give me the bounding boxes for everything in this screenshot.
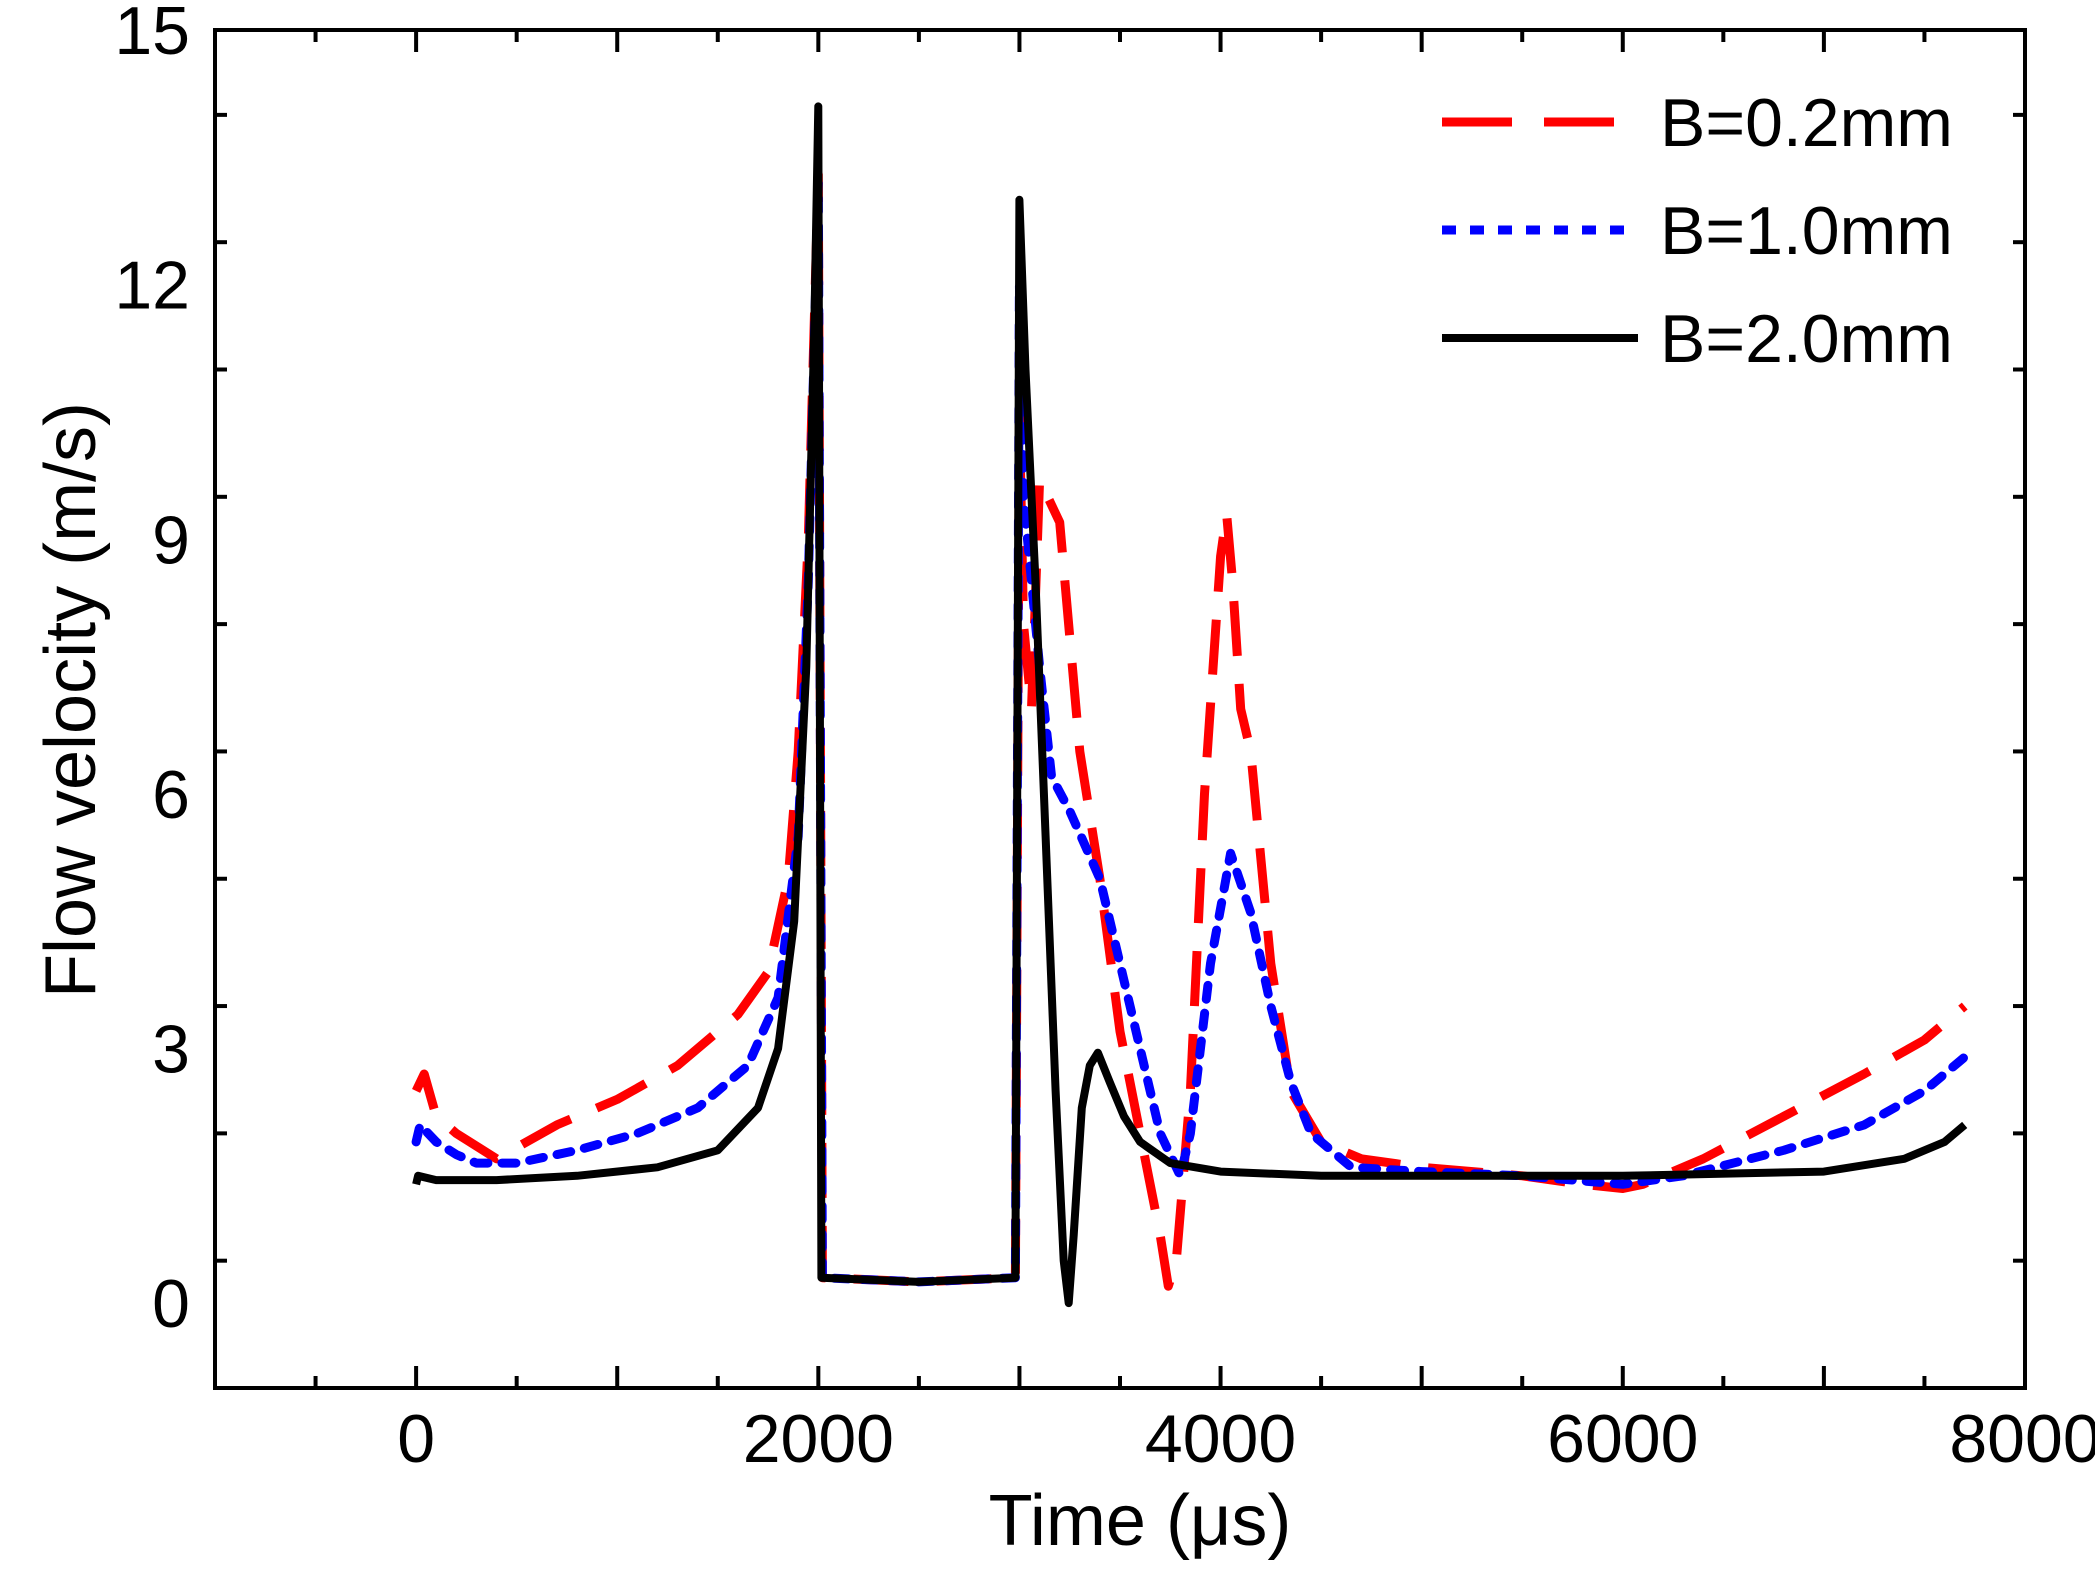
series-line-b02 [412, 169, 1968, 1291]
y-axis-title: Flow velocity (m/s) [31, 402, 111, 998]
x-tick-label: 6000 [1547, 1401, 1698, 1477]
y-tick-label: 3 [152, 1012, 190, 1088]
series-group [411, 102, 1970, 1308]
y-tick-label: 0 [152, 1266, 190, 1342]
y-tick-label: 6 [152, 757, 190, 833]
x-tick-label: 2000 [743, 1401, 894, 1477]
series-line-b10 [411, 178, 1970, 1287]
x-axis-title: Time (μs) [989, 1481, 1292, 1561]
tick-labels-group: 0 2000 4000 6000 8000 0 3 6 9 12 15 [114, 0, 2095, 1477]
x-tick-label: 8000 [1949, 1401, 2095, 1477]
y-tick-label: 15 [114, 0, 190, 69]
series-line-b20 [412, 102, 1968, 1308]
ticks-group [213, 30, 2027, 1390]
legend-label-b20: B=2.0mm [1660, 301, 1953, 377]
y-tick-label: 9 [152, 502, 190, 578]
x-tick-label: 0 [397, 1401, 435, 1477]
legend-label-b10: B=1.0mm [1660, 193, 1953, 269]
x-tick-label: 4000 [1145, 1401, 1296, 1477]
legend: B=0.2mm B=1.0mm B=2.0mm [1442, 85, 1953, 377]
y-tick-label: 12 [114, 248, 190, 324]
legend-label-b02: B=0.2mm [1660, 85, 1953, 161]
